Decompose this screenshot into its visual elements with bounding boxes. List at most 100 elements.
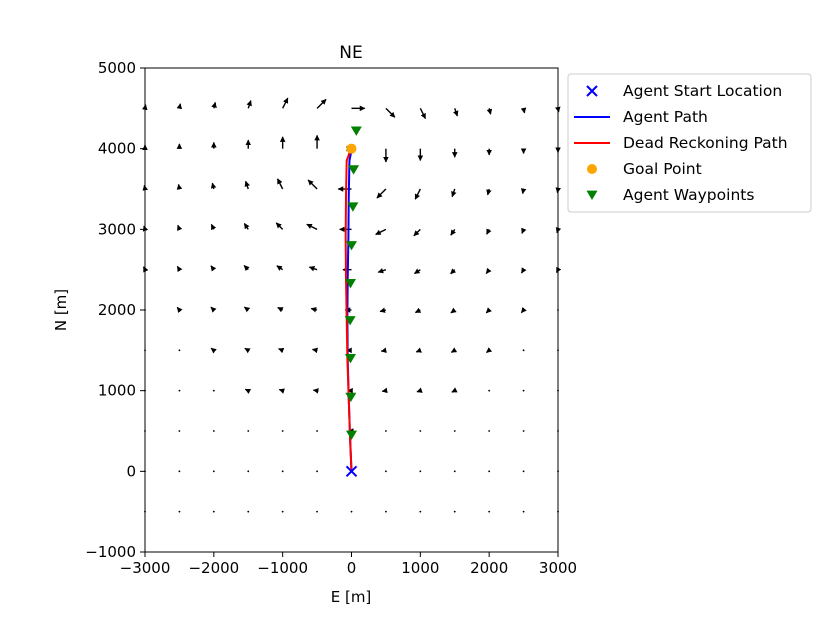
vector-arrow [522,349,525,352]
legend-label: Agent Waypoints [623,186,754,204]
vector-arrow [413,228,421,237]
vector-arrow [416,387,423,393]
vector-arrow [282,97,289,109]
vector-arrow [522,510,525,513]
vector-arrow [486,347,493,354]
vector-arrow [375,228,387,236]
waypoint-marker [345,392,357,403]
vector-arrow [243,306,251,313]
vector-arrow [276,265,284,271]
legend-swatch [586,85,598,97]
vector-arrow [415,347,423,353]
vector-arrow [419,470,422,473]
vector-arrow [247,430,250,432]
goal-marker [346,143,357,154]
vector-arrow [247,510,250,513]
vector-arrow [278,388,286,394]
waypoint-marker [346,430,357,440]
vector-arrow [316,510,318,513]
vector-arrow [385,107,396,118]
vector-arrow [486,108,493,115]
vector-arrow [177,224,183,232]
legend-swatch [586,190,598,200]
vector-arrow [419,430,422,432]
waypoint-marker [344,354,356,364]
legend-label: Agent Start Location [623,82,782,100]
vector-arrow [419,510,422,513]
vector-arrow [176,306,183,313]
vector-arrow [312,388,319,394]
vector-arrow [243,223,250,230]
legend-label: Agent Path [623,108,708,126]
vector-arrow [520,188,527,195]
dead-reckoning-path-series [344,150,353,472]
vector-arrow [176,265,183,273]
vector-arrow [178,389,181,392]
vector-arrow [522,389,525,392]
vector-arrow [212,389,215,392]
y-tick-label: 3000 [98,220,136,238]
vector-arrow [306,223,318,230]
legend-frame [567,73,812,213]
vector-arrow [210,223,217,231]
vector-arrow [488,510,491,513]
vector-arrow [520,267,527,274]
y-tick-label: 0 [126,462,136,480]
y-tick-label: 1000 [98,382,136,400]
vector-arrow [212,470,215,473]
chart-title: NE [339,43,362,63]
vector-arrow [281,430,284,432]
waypoint-marker [350,126,362,136]
agent-waypoints-series [344,126,362,440]
waypoint-marker [347,202,359,212]
vector-arrow [243,265,250,272]
vector-arrow [453,510,456,513]
vector-arrow [414,307,422,314]
vector-arrow [176,183,183,190]
vector-arrow [276,178,284,190]
x-tick-label: −1000 [257,559,308,577]
vector-arrow [244,388,252,394]
vector-arrow [246,100,252,109]
y-tick-label: −1000 [85,543,136,561]
legend: Agent Start Location Agent Path Dead Recko… [567,73,812,213]
vector-arrow [176,103,183,110]
legend-label: Dead Reckoning Path [623,134,788,152]
vector-arrow [210,182,217,190]
y-tick-label: 2000 [98,301,136,319]
vector-arrow [281,470,284,473]
vector-arrow [212,510,215,513]
vector-arrow [381,387,388,394]
vector-arrow [488,389,491,392]
vector-arrow [451,188,457,198]
waypoint-marker [344,278,356,289]
y-axis-label: N [m] [52,289,70,331]
vector-arrow [453,470,456,473]
vector-arrow [385,510,387,513]
dead-reckoning-path-line [344,150,353,472]
x-tick-label: 1000 [401,559,439,577]
series-layer [344,126,362,478]
vector-arrow [244,180,250,190]
legend-item-goal-point: Goal Point [587,160,702,178]
vector-arrow [308,266,318,272]
vector-arrow [212,430,215,432]
x-tick-label: 3000 [539,559,577,577]
vector-arrow [522,430,525,432]
waypoint-marker [346,241,357,251]
vector-arrow [450,268,457,275]
vector-arrow [178,510,181,513]
vector-arrow [210,347,217,354]
waypoint-marker [348,165,360,175]
vector-arrow [178,470,181,473]
vector-arrow [453,108,459,117]
vector-arrow [210,265,217,272]
waypoint-marker [344,316,356,326]
legend-label: Goal Point [623,160,702,178]
vector-arrow [307,179,318,190]
vector-arrow [281,510,284,513]
vector-arrow [379,307,387,313]
x-axis-label: E [m] [331,588,372,606]
vector-arrow [311,347,319,354]
